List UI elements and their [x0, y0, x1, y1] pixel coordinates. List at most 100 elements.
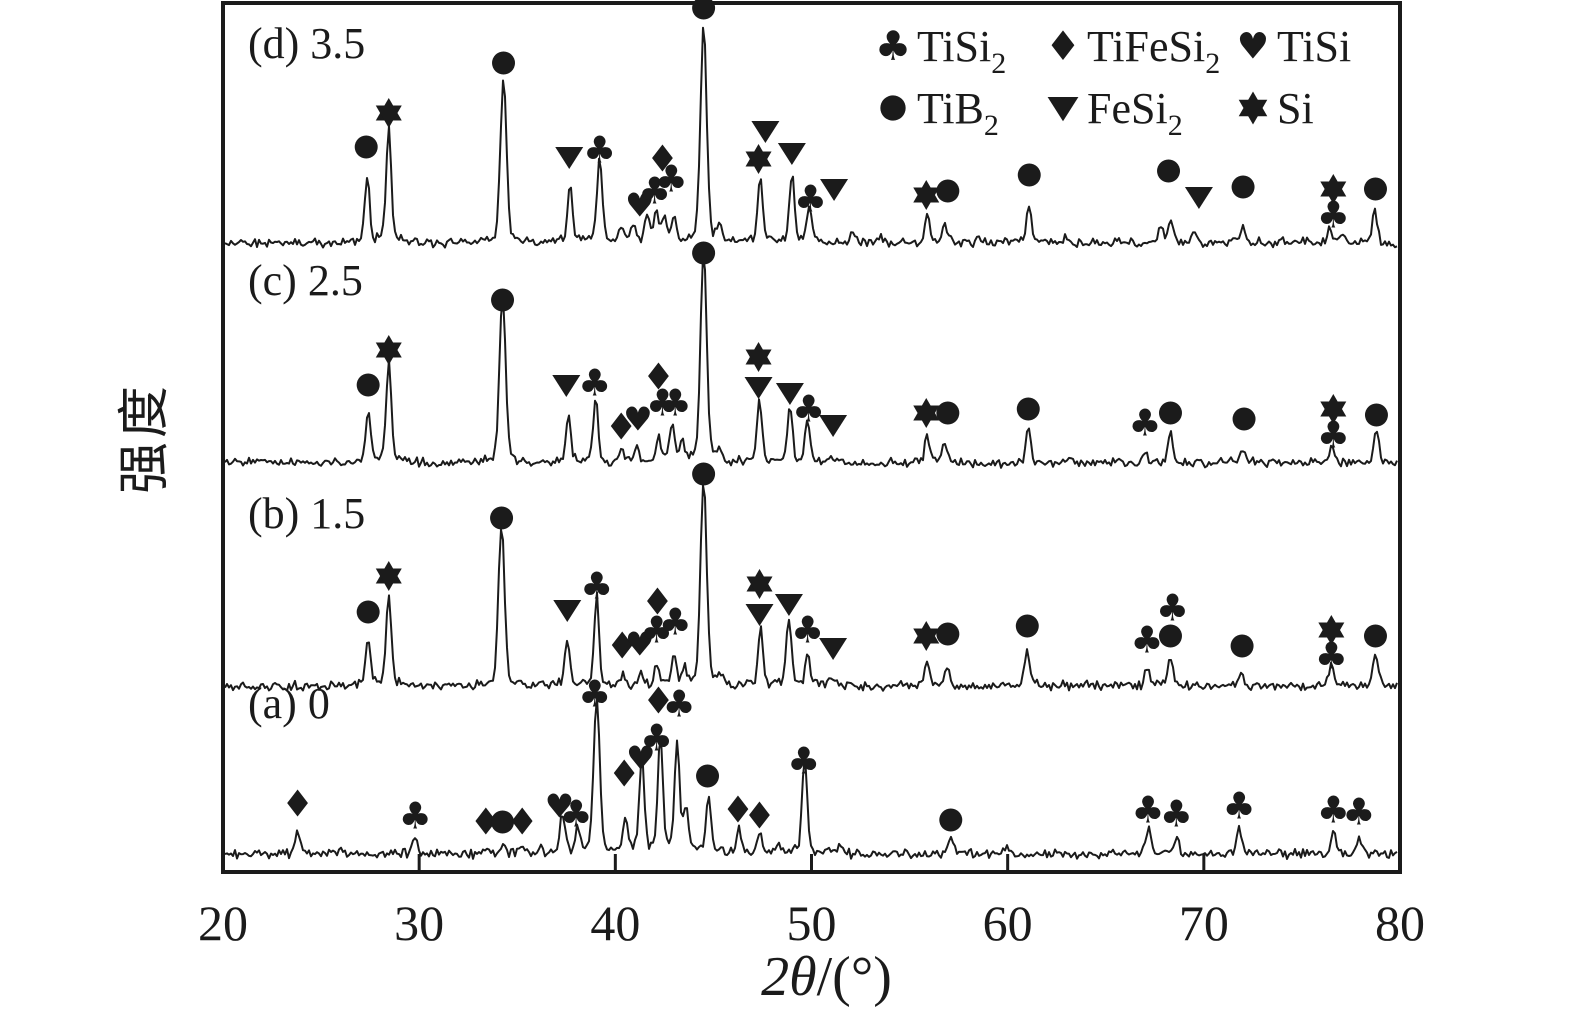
marker-club: ♣: [659, 382, 692, 425]
marker-circle: [492, 51, 516, 75]
marker-club: ♣: [1317, 194, 1350, 237]
x-tick-label: 40: [590, 895, 640, 951]
trace-label-c: (c) 2.5: [248, 256, 363, 305]
marker-heart: ♥: [625, 186, 655, 225]
trace-line-b: [224, 484, 1398, 692]
marker-club: ♣: [640, 609, 673, 652]
marker-heart: ♥: [626, 739, 656, 778]
marker-club: ♣: [1317, 789, 1350, 832]
marker-circle: [1230, 634, 1254, 658]
marker-triangle-down: [774, 594, 803, 616]
marker-club: ♣: [655, 158, 688, 201]
marker-circle: [354, 135, 378, 159]
marker-heart: ♥: [625, 625, 655, 664]
marker-diamond: ♦: [281, 783, 314, 826]
trace-label-d: (d) 3.5: [248, 19, 365, 68]
marker-star6: [913, 628, 940, 651]
marker-triangle-down: [555, 147, 584, 169]
x-axis-label-part: 2θ: [761, 946, 817, 1008]
legend-label-subscript: 2: [1205, 47, 1220, 80]
legend-item-TiFeSi2: ♦ TiFeSi2: [1045, 22, 1220, 80]
marker-diamond: ♦: [642, 680, 675, 723]
marker-circle: [356, 600, 380, 624]
marker-circle: [1363, 624, 1387, 648]
trace-line-c: [224, 253, 1398, 469]
marker-triangle-down: [553, 600, 582, 622]
marker-diamond: ♦: [646, 138, 679, 181]
marker-club: ♣: [583, 129, 616, 172]
marker-club: ♣: [1130, 619, 1163, 662]
marker-club: ♣: [791, 609, 824, 652]
phase-markers: ♣♥♣♣♦♣ ♣♣♦♥♦♣♣ ♣ ♣ ♣♣♦♥♣♦♣ ♣ ♣♣♣♦ ♣ ♦ ♦ ♥♣♣♦♥♣♦♣♦♦…: [281, 0, 1388, 844]
x-axis-label: 2θ/(°): [761, 946, 892, 1008]
legend-item-TiB2: TiB2: [880, 84, 999, 142]
marker-circle: [1363, 177, 1387, 201]
marker-circle: [936, 401, 960, 425]
marker-club: ♣: [560, 793, 593, 836]
marker-diamond: ♦: [605, 406, 638, 449]
x-axis: 20 30 40 50 60 70 80 2θ/(°): [198, 854, 1425, 1008]
legend-label: FeSi2: [1087, 84, 1183, 142]
marker-triangle-down: [775, 383, 804, 405]
marker-triangle-down: [777, 143, 806, 165]
legend-item-FeSi2: FeSi2: [1047, 84, 1183, 142]
marker-star6: [913, 187, 940, 210]
marker-heart: ♥: [623, 400, 653, 439]
x-tick-label: 50: [787, 895, 837, 951]
marker-star6: [745, 349, 772, 372]
marker-star6: [375, 568, 402, 591]
marker-club: ♣: [1131, 789, 1164, 832]
marker-club: ♣: [578, 673, 611, 716]
marker-club: ♣: [580, 565, 613, 608]
marker-circle: [491, 288, 515, 312]
legend-label: TiSi: [1277, 22, 1351, 71]
marker-triangle-down: [744, 377, 773, 399]
marker-club: ♣: [1317, 414, 1350, 457]
trace-line-a: [224, 697, 1398, 860]
marker-club: ♣: [659, 601, 692, 644]
marker-star6: [1320, 401, 1347, 424]
marker-circle: [692, 241, 716, 265]
legend-label: TiB2: [917, 84, 999, 142]
marker-club: ♣: [1342, 791, 1375, 834]
marker-circle: [880, 95, 906, 121]
marker-triangle-down: [1184, 187, 1213, 209]
marker-club: ♣: [399, 795, 432, 838]
marker-star6: [745, 151, 772, 174]
marker-circle: [1158, 624, 1182, 648]
marker-circle: [1015, 614, 1039, 638]
x-tick-label: 80: [1375, 895, 1425, 951]
trace-labels: (d) 3.5 (c) 2.5 (b) 1.5 (a) 0: [248, 19, 365, 728]
y-axis-label: 强度: [117, 382, 174, 494]
legend-item-TiSi2: ♣ TiSi2: [875, 22, 1006, 80]
marker-star6: [913, 405, 940, 428]
marker-circle: [491, 810, 515, 834]
marker-circle: [1364, 403, 1388, 427]
marker-star6: [1320, 181, 1347, 204]
marker-diamond: ♦: [642, 356, 675, 399]
marker-circle: [936, 179, 960, 203]
legend-label-main: FeSi: [1087, 84, 1168, 133]
marker-triangle-down: [820, 179, 849, 201]
marker-heart: ♥: [545, 787, 575, 826]
marker-circle: [356, 373, 380, 397]
marker-star6: [1238, 99, 1268, 125]
legend-label-main: TiSi: [917, 22, 991, 71]
x-tick-label: 60: [983, 895, 1033, 951]
legend-label-main: TiSi: [1277, 22, 1351, 71]
marker-circle: [1232, 407, 1256, 431]
marker-star6: [746, 576, 773, 599]
legend-label-subscript: 2: [1168, 109, 1183, 142]
marker-circle: [936, 622, 960, 646]
legend-label-main: Si: [1277, 84, 1314, 133]
marker-club: ♣: [1156, 587, 1189, 630]
trace-lines: [224, 26, 1398, 860]
marker-club: ♣: [1223, 785, 1256, 828]
x-axis-label-part: /(°): [817, 946, 892, 1008]
marker-circle: [1158, 401, 1182, 425]
marker-diamond: ♦: [743, 795, 776, 838]
marker-diamond: ♦: [506, 801, 539, 844]
marker-circle: [696, 764, 720, 788]
